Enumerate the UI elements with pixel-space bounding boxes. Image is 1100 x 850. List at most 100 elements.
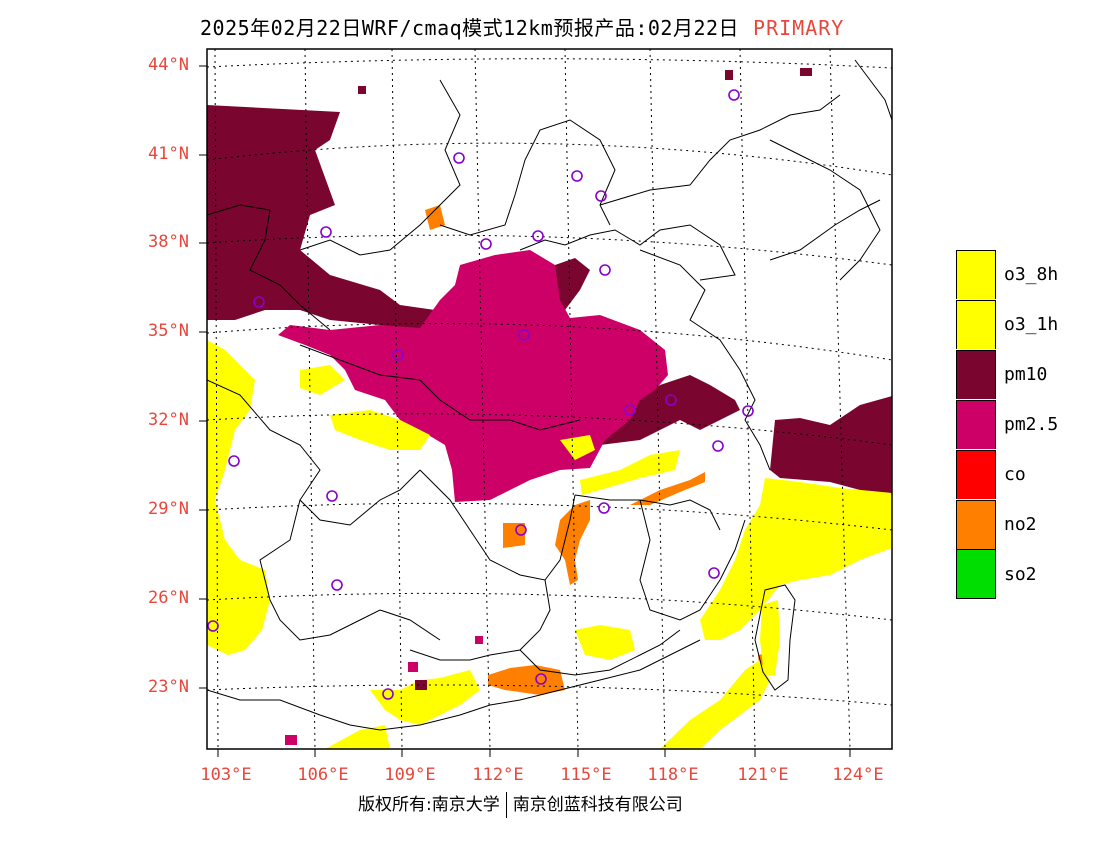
city-marker (253, 296, 265, 308)
footer-divider (505, 792, 507, 818)
city-markers (207, 89, 754, 700)
copyright-footer: 版权所有:南京大学 南京创蓝科技有限公司 (358, 790, 683, 818)
no2-region-shanxi (425, 205, 445, 230)
o3-region-west (207, 340, 270, 655)
lon-label-103: 103°E (200, 765, 252, 785)
city-marker (480, 238, 492, 250)
legend-label: pm2.5 (1004, 413, 1059, 435)
legend-item-no2: no2 (956, 499, 1058, 549)
pm10-spot (358, 86, 366, 94)
pm10-spot (800, 68, 812, 76)
map-title-tag: PRIMARY (753, 16, 845, 40)
map-title-main: 2025年02月22日WRF/cmaq模式12km预报产品:02月22日 (200, 16, 740, 40)
city-marker (453, 152, 465, 164)
lat-label-44: 44°N (148, 55, 189, 75)
map-frame (206, 48, 893, 750)
city-marker (595, 190, 607, 202)
lat-label-29: 29°N (148, 499, 189, 519)
legend-swatch (956, 349, 996, 399)
city-marker (331, 579, 343, 591)
legend-swatch (956, 249, 996, 299)
o3-region-hainan-strip (325, 725, 390, 749)
city-marker (708, 567, 720, 579)
city-marker (532, 230, 544, 242)
city-marker (207, 620, 219, 632)
pm25-spot (408, 662, 418, 672)
o3-region-east-sea (700, 478, 892, 640)
lon-label-109: 109°E (384, 765, 436, 785)
o3-region-guangdong (575, 625, 635, 660)
pm25-spot (285, 735, 297, 745)
legend-item-pm25: pm2.5 (956, 399, 1058, 449)
legend-swatch (956, 299, 996, 349)
city-marker (728, 89, 740, 101)
legend-label: so2 (1004, 563, 1037, 585)
pm10-region-northwest (207, 105, 435, 330)
no2-region-zhejiang (630, 472, 705, 505)
lon-ticks (217, 749, 851, 757)
city-marker (598, 502, 610, 514)
legend-label: o3_8h (1004, 263, 1059, 285)
lat-label-41: 41°N (148, 144, 189, 164)
lon-label-121: 121°E (737, 765, 789, 785)
legend-item-o3-8h: o3_8h (956, 249, 1058, 299)
city-marker (382, 688, 394, 700)
pm10-spot (725, 70, 733, 80)
legend-swatch (956, 399, 996, 449)
lon-label-118: 118°E (647, 765, 699, 785)
city-marker (515, 524, 527, 536)
o3-region-hubei (560, 435, 595, 460)
city-marker (535, 673, 547, 685)
city-marker (326, 490, 338, 502)
lon-label-106: 106°E (297, 765, 349, 785)
city-marker (665, 394, 677, 406)
city-marker (624, 404, 636, 416)
pm10-region-east-coast (770, 396, 892, 495)
legend-swatch (956, 549, 996, 599)
city-marker (228, 455, 240, 467)
lat-label-23: 23°N (148, 677, 189, 697)
city-marker (712, 440, 724, 452)
lat-label-32: 32°N (148, 410, 189, 430)
legend-swatch (956, 499, 996, 549)
legend-label: pm10 (1004, 363, 1048, 385)
legend-item-so2: so2 (956, 549, 1058, 599)
legend-label: co (1004, 463, 1026, 485)
copyright-owner: 版权所有:南京大学 (358, 795, 500, 815)
city-marker (571, 170, 583, 182)
legend-item-o3-1h: o3_1h (956, 299, 1058, 349)
city-marker (742, 405, 754, 417)
pm25-spot (475, 636, 483, 644)
legend-swatch (956, 449, 996, 499)
no2-region-guangzhou (488, 665, 565, 695)
no2-region-hunan (503, 523, 525, 548)
pm10-spot (415, 680, 427, 690)
graticule (207, 49, 892, 749)
city-marker (518, 329, 530, 341)
lon-label-124: 124°E (832, 765, 884, 785)
map-title: 2025年02月22日WRF/cmaq模式12km预报产品:02月22日 PRIM… (200, 12, 844, 41)
pollutant-legend: o3_8h o3_1h pm10 pm2.5 co no2 so2 (956, 249, 1058, 599)
lat-ticks (199, 65, 207, 689)
no2-region-jiangxi (555, 500, 590, 585)
legend-item-co: co (956, 449, 1058, 499)
legend-label: no2 (1004, 513, 1037, 535)
lon-label-115: 115°E (560, 765, 612, 785)
o3-region-south-sea (660, 660, 770, 749)
pm10-region-shanxi (555, 258, 590, 310)
legend-item-pm10: pm10 (956, 349, 1058, 399)
o3-region-taiwan (760, 600, 780, 675)
lat-label-26: 26°N (148, 588, 189, 608)
city-marker (599, 264, 611, 276)
lat-label-35: 35°N (148, 321, 189, 341)
province-boundaries (207, 59, 892, 731)
city-marker (320, 226, 332, 238)
o3-region-sichuan (300, 365, 345, 395)
o3-region-guangxi (370, 670, 480, 725)
city-marker (392, 349, 404, 361)
lon-label-112: 112°E (472, 765, 524, 785)
o3-region-jiangxi-north (580, 450, 680, 495)
legend-label: o3_1h (1004, 313, 1059, 335)
lat-label-38: 38°N (148, 232, 189, 252)
